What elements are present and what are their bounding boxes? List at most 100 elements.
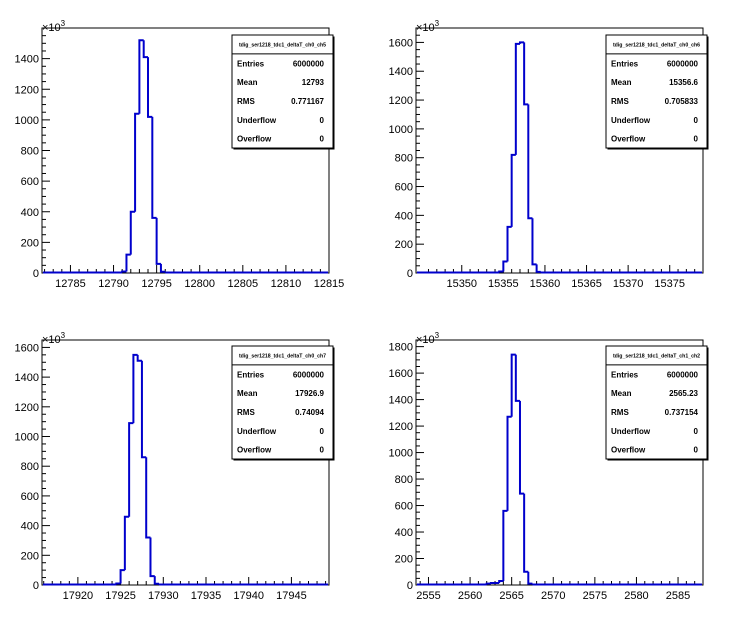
x-tick-label: 2555: [416, 590, 440, 602]
x-tick-label: 15370: [613, 278, 644, 290]
y-tick-label: 200: [395, 554, 413, 566]
stats-box-border: [231, 345, 334, 460]
y-tick-label: 1600: [15, 342, 39, 354]
y-tick-label: 600: [21, 491, 39, 503]
x-tick-label: 15365: [571, 278, 602, 290]
stats-value: 0: [694, 427, 699, 436]
x-tick-label: 12790: [98, 278, 129, 290]
y-tick-label: 1400: [389, 395, 413, 407]
histogram-bin: [134, 112, 140, 212]
stats-value: 0: [320, 116, 325, 125]
x-tick-label: 17925: [105, 590, 136, 602]
y-tick-label: 1200: [15, 402, 39, 414]
y-tick-label: 800: [21, 461, 39, 473]
histogram-bin: [535, 264, 541, 273]
histogram-bin: [121, 270, 127, 273]
stats-value: 0: [320, 446, 325, 455]
histogram-bin: [498, 270, 504, 273]
histogram-bin: [523, 42, 529, 106]
y-tick-label: 1200: [15, 84, 39, 96]
histogram-bin: [498, 580, 504, 584]
y-tick-label: 800: [395, 474, 413, 486]
y-tick-label: 1200: [389, 95, 413, 107]
y-tick-label: 1800: [389, 342, 413, 354]
histogram-bin: [514, 354, 520, 402]
multiplier-exponent: 3: [61, 331, 66, 340]
stats-histogram-name: tdig_ser1218_tdc1_deltaT_ch0_ch5: [239, 42, 326, 48]
histogram-bin: [129, 210, 136, 255]
x-tick-label: 17920: [63, 590, 94, 602]
histogram-bin: [514, 42, 520, 155]
y-tick-label: 1400: [389, 66, 413, 78]
histogram-bin: [502, 509, 508, 582]
y-tick-label: 400: [395, 527, 413, 539]
x-tick-label: 12810: [271, 278, 302, 290]
stats-value: 15356.6: [669, 78, 698, 87]
stats-box: tdig_ser1218_tdc1_deltaT_ch0_ch6 Entries 6…: [605, 34, 709, 150]
histogram-bin: [506, 225, 512, 262]
y-tick-label: 1000: [15, 432, 39, 444]
y-tick-label: 1600: [389, 368, 413, 380]
stats-label: Mean: [237, 78, 258, 87]
histogram-bin: [510, 353, 516, 417]
y-tick-label: 800: [21, 146, 39, 158]
x-tick-label: 2570: [541, 590, 565, 602]
histogram-panel: 0 200 400 600 800 1000 1200 1400 1600 15350 15355 1…: [389, 19, 709, 290]
stats-label: Overflow: [237, 446, 272, 455]
stats-label: Overflow: [237, 135, 272, 144]
stats-value: 17926.9: [295, 389, 324, 398]
stats-label: Underflow: [237, 116, 277, 125]
y-tick-label: 0: [407, 268, 413, 280]
histogram-bin: [489, 582, 496, 585]
multiplier-base: ×10: [42, 334, 61, 346]
y-tick-label: 1000: [389, 448, 413, 460]
histogram-bin: [527, 104, 533, 220]
y-tick-label: 1200: [389, 421, 413, 433]
histogram-bin: [506, 415, 512, 511]
histogram-bin: [136, 354, 142, 362]
stats-label: Entries: [611, 370, 639, 379]
stats-box: tdig_ser1218_tdc1_deltaT_ch0_ch5 Entries 6…: [231, 34, 335, 150]
histogram-bin: [132, 353, 138, 424]
stats-value: 0.771167: [291, 97, 324, 106]
y-tick-label: 400: [395, 210, 413, 222]
y-tick-label: 600: [21, 176, 39, 188]
stats-label: Underflow: [237, 427, 277, 436]
stats-label: Mean: [611, 389, 632, 398]
histogram-bin: [115, 582, 121, 585]
stats-label: RMS: [611, 408, 629, 417]
multiplier-exponent: 3: [435, 331, 440, 340]
histogram-bin: [527, 571, 533, 585]
stats-label: Entries: [237, 59, 265, 68]
y-tick-label: 1400: [15, 372, 39, 384]
multiplier-base: ×10: [42, 22, 61, 34]
x-tick-label: 17940: [233, 590, 264, 602]
stats-value: 0.74094: [295, 408, 324, 417]
y-tick-label: 0: [33, 268, 39, 280]
x-tick-label: 2585: [666, 590, 690, 602]
x-tick-label: 15375: [654, 278, 685, 290]
stats-label: Entries: [611, 59, 639, 68]
histogram-bin: [123, 515, 130, 571]
stats-value: 6000000: [667, 370, 699, 379]
histogram-panel: 0 200 400 600 800 1000 1200 1400 12785 12790 12795…: [15, 19, 345, 290]
stats-box: tdig_ser1218_tdc1_deltaT_ch1_ch2 Entries 6…: [605, 345, 709, 461]
stats-box: tdig_ser1218_tdc1_deltaT_ch0_ch7 Entries 6…: [231, 345, 335, 461]
stats-box-border: [231, 34, 334, 149]
stats-label: Overflow: [611, 135, 646, 144]
histogram-bin: [518, 400, 525, 495]
x-tick-label: 2565: [499, 590, 523, 602]
histogram-bin: [149, 537, 155, 578]
y-tick-label: 200: [21, 237, 39, 249]
stats-value: 0: [320, 135, 325, 144]
histogram-bin: [159, 263, 166, 273]
stats-label: Underflow: [611, 427, 651, 436]
y-tick-label: 0: [407, 580, 413, 592]
stats-value: 12793: [302, 78, 325, 87]
y-tick-label: 1000: [389, 124, 413, 136]
y-tick-label: 600: [395, 501, 413, 513]
stats-histogram-name: tdig_ser1218_tdc1_deltaT_ch0_ch6: [613, 42, 700, 48]
x-tick-label: 17945: [276, 590, 307, 602]
histogram-bin: [153, 576, 160, 585]
histogram-bin: [140, 360, 147, 459]
